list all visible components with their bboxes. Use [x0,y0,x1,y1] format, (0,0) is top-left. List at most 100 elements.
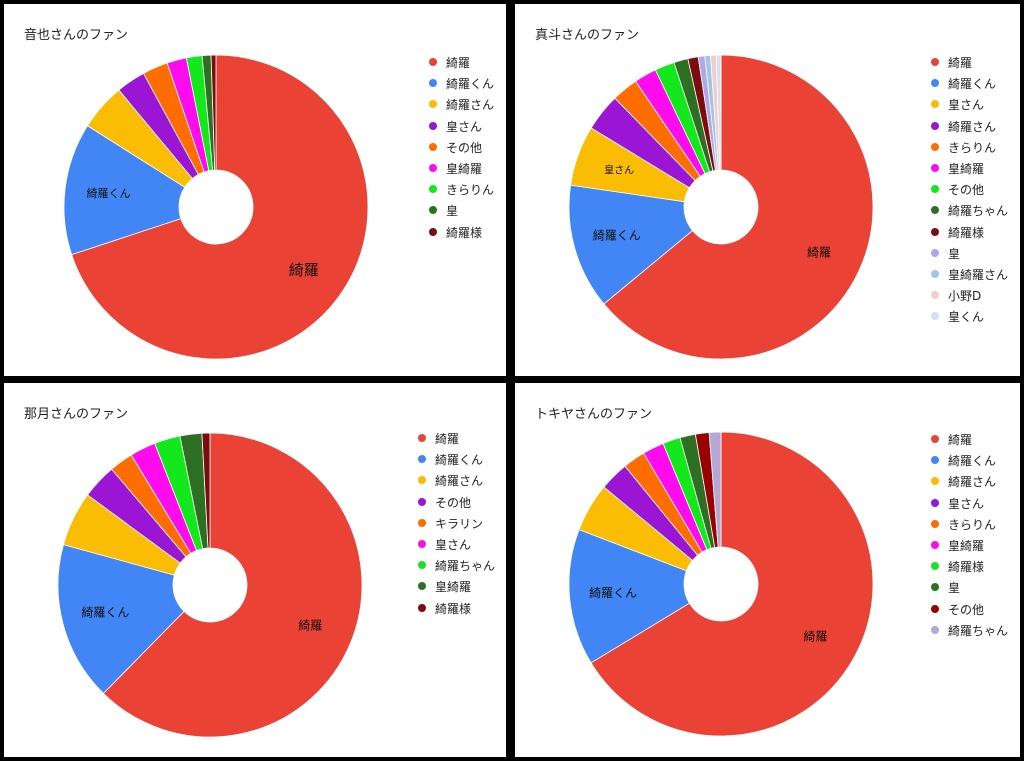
donut-chart: 綺羅 綺羅くん [57,432,363,738]
legend-label: 綺羅さん [948,475,997,490]
legend-swatch [418,518,426,527]
legend-swatch [418,582,426,591]
legend-label: その他 [446,140,483,155]
legend-label: 皇さん [948,496,985,511]
pie-slice-1 [590,431,874,737]
legend-label: 皇 [446,204,459,219]
legend-swatch [931,604,939,613]
chart-panel-otoya: 音也さんのファン 綺羅 綺羅くん 綺羅 綺羅くん 綺羅さん 皇さん その他 皇綺羅 きらりん皇… [4,4,506,376]
legend-swatch [931,248,939,257]
legend-swatch [429,185,437,194]
legend-item: 皇綺羅 [418,579,471,595]
legend-label: 皇さん [435,538,472,552]
legend-swatch [931,164,939,172]
legend-label: 綺羅さん [948,119,997,134]
legend-item: 綺羅 [931,55,972,71]
legend-swatch [429,206,437,215]
legend-item: 綺羅ちゃん [931,203,1008,219]
pie-slice-2 [568,529,690,664]
legend-swatch [931,519,939,528]
legend-swatch [429,121,437,130]
legend-swatch [931,227,939,236]
legend-label: その他 [435,495,472,510]
legend-swatch [931,79,939,88]
pie-slice-13 [715,54,722,171]
legend-item: 綺羅様 [931,225,984,241]
legend-swatch [931,206,939,215]
legend-label: 綺羅さん [446,98,495,113]
chart-panel-tokiya: トキヤさんのファン 綺羅 綺羅くん 綺羅 綺羅くん 綺羅さん 皇さん きらりん 皇綺羅 綺羅様… [515,383,1020,757]
legend-label: 綺羅ちゃん [948,204,1009,219]
legend-label: 皇綺羅 [446,162,483,176]
legend-label: 皇 [948,246,961,261]
legend-item: 皇綺羅 [429,161,482,177]
legend-label: きらりん [446,183,495,198]
legend-swatch [429,142,437,151]
legend-label: キラリン [435,516,484,531]
legend-swatch [931,185,939,194]
legend-item: 綺羅くん [429,76,494,92]
chart-panel-natsuki: 那月さんのファン 綺羅 綺羅くん 綺羅 綺羅くん 綺羅さん その他 キラリン 皇さん 綺羅ちゃ… [4,383,506,757]
legend-item: 小野D [931,288,981,304]
chart-title: 音也さんのファン [24,28,129,43]
legend-swatch [931,435,939,443]
legend-item: 綺羅様 [931,559,984,575]
legend-label: 皇綺羅 [435,580,472,595]
legend-item: 綺羅様 [429,225,482,241]
legend-swatch [931,583,939,592]
donut-chart: 綺羅 綺羅くん [63,54,369,360]
slice-label: 綺羅 [807,245,831,260]
legend-item: 綺羅さん [418,473,483,489]
legend-item: 皇さん [931,97,984,113]
slice-label: 綺羅くん [81,605,129,620]
legend-swatch [931,100,939,109]
legend-item: きらりん [931,517,996,533]
legend-label: 綺羅くん [948,454,997,469]
chart-title: 那月さんのファン [24,407,129,422]
legend-label: 綺羅くん [446,77,495,92]
slice-label: 綺羅 [289,261,319,279]
legend-swatch [931,498,939,507]
legend-swatch [418,455,426,464]
legend-swatch [418,497,426,506]
legend-label: 綺羅くん [948,77,997,92]
legend-item: 綺羅くん [418,452,483,468]
legend-label: 綺羅ちゃん [948,623,1009,638]
legend-item: その他 [931,182,984,198]
legend-label: 綺羅 [435,432,460,446]
legend-item: 綺羅 [429,55,470,71]
legend-item: 綺羅様 [418,601,471,617]
legend-label: 綺羅ちゃん [435,559,496,574]
slice-label: 皇さん [604,163,634,176]
legend-swatch [931,312,939,321]
legend-swatch [931,477,939,486]
slice-label: 綺羅 [803,629,827,644]
pie-slice-1 [102,432,363,738]
legend-item: 綺羅 [931,432,972,448]
donut-chart: 綺羅 綺羅くん [568,431,874,737]
legend-item: 皇 [931,246,960,262]
legend-label: 皇さん [948,98,985,113]
legend-label: 皇くん [948,310,985,325]
legend-item: 綺羅くん [931,453,996,469]
legend-label: 綺羅 [948,433,973,447]
legend-swatch [418,603,426,612]
legend-label: きらりん [948,140,997,155]
chart-title: トキヤさんのファン [535,407,653,422]
legend-label: 綺羅様 [435,601,472,616]
legend-item: 皇綺羅さん [931,267,1008,283]
legend-label: 綺羅 [446,56,471,70]
slice-label: 綺羅くん [87,187,131,200]
legend-item: きらりん [429,182,494,198]
legend-label: 綺羅さん [435,474,484,489]
legend-swatch [931,541,939,549]
legend-swatch [931,562,939,571]
legend-label: 綺羅様 [948,225,985,240]
legend-item: 綺羅さん [931,119,996,135]
legend-swatch [418,540,426,548]
legend-item: 皇 [429,203,458,219]
legend-label: 綺羅くん [435,453,484,468]
legend-label: その他 [948,183,985,198]
pie-slice-1 [71,54,369,360]
donut-chart: 綺羅 綺羅くん 皇さん [568,54,874,360]
